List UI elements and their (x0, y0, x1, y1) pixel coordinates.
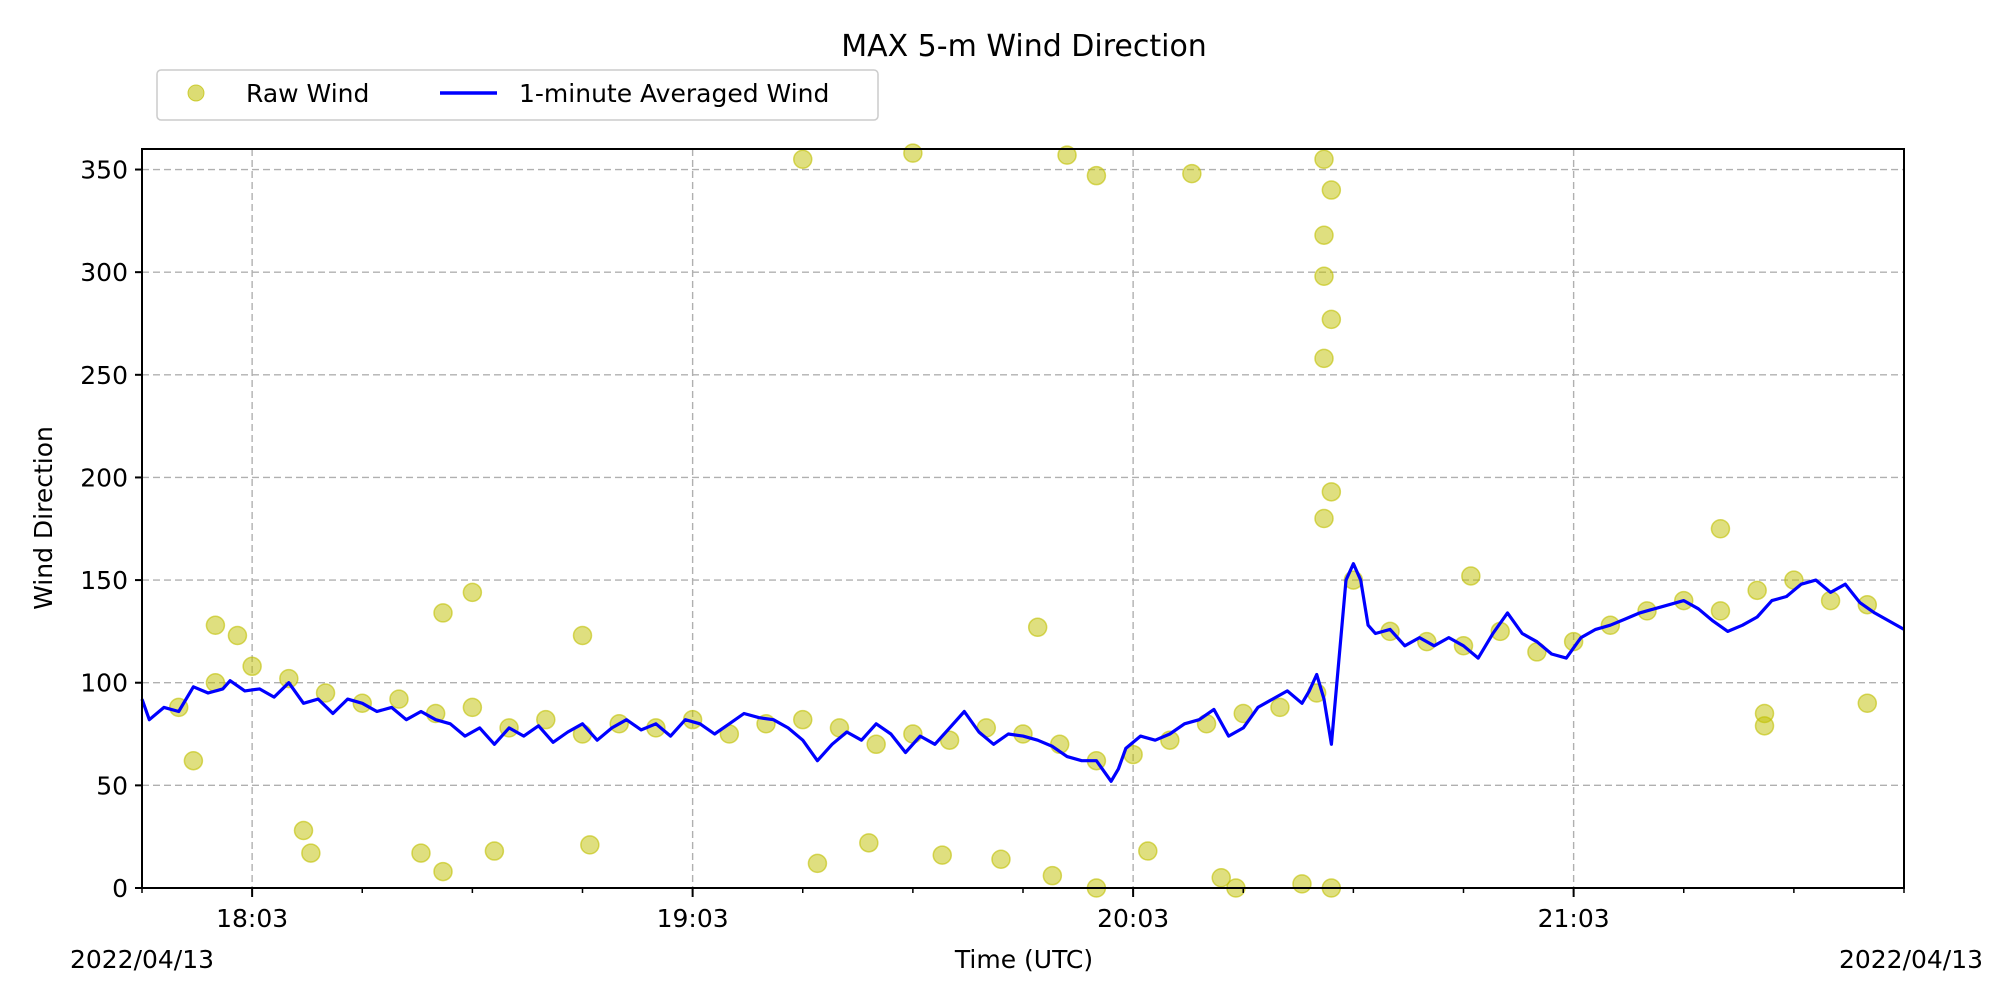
legend-raw-wind-marker (187, 84, 205, 102)
raw-wind-point (1086, 165, 1107, 186)
raw-wind-point (1292, 874, 1312, 894)
raw-wind-point (991, 849, 1011, 870)
raw-wind-point (1314, 508, 1334, 529)
averaged-wind-line (140, 562, 1905, 783)
raw-wind-point (807, 853, 828, 874)
raw-wind-point (793, 149, 813, 170)
raw-wind-point (580, 835, 600, 855)
raw-wind-point (1057, 145, 1077, 165)
y-axis-ticks: 0 50 100 150 200 250 300 350 (80, 156, 142, 903)
y-tick-label: 300 (80, 258, 128, 287)
raw-wind-point (1321, 180, 1342, 200)
raw-wind-points (168, 143, 1878, 898)
raw-wind-point (1747, 580, 1767, 601)
raw-wind-point (1754, 703, 1775, 724)
raw-wind-point (1270, 697, 1290, 718)
raw-wind-point (932, 845, 952, 865)
raw-wind-point (1321, 309, 1342, 330)
raw-wind-point (433, 603, 453, 623)
raw-wind-point (859, 833, 879, 853)
raw-wind-point (205, 615, 226, 635)
raw-wind-point (293, 820, 314, 841)
y-tick-label: 100 (80, 669, 128, 698)
raw-wind-point (1182, 163, 1202, 184)
raw-wind-point (1042, 865, 1063, 886)
raw-wind-point (1027, 617, 1048, 638)
plot-frame (141, 148, 1905, 889)
raw-wind-point (315, 683, 336, 703)
raw-wind-point (389, 689, 409, 709)
raw-wind-point (536, 709, 556, 730)
raw-wind-point (301, 843, 321, 863)
y-tick-label: 350 (80, 156, 128, 185)
raw-wind-point (1710, 519, 1731, 539)
raw-wind-point (183, 750, 204, 771)
legend-raw-wind-label: Raw Wind (246, 79, 369, 108)
raw-wind-point (572, 625, 593, 646)
y-tick-label: 50 (96, 771, 128, 800)
raw-wind-point (866, 734, 886, 755)
y-tick-label: 200 (80, 463, 128, 492)
raw-wind-point (903, 724, 923, 744)
x-axis-label: Time (UTC) (954, 945, 1093, 974)
x-tick-label: 19:03 (657, 904, 729, 933)
raw-wind-point (793, 709, 813, 730)
raw-wind-point (433, 861, 453, 882)
raw-wind-point (1857, 693, 1878, 713)
raw-wind-point (1314, 225, 1334, 245)
raw-wind-point (411, 843, 431, 863)
raw-wind-point (462, 582, 483, 603)
x-tick-label: 21:03 (1538, 904, 1610, 933)
y-tick-label: 150 (80, 566, 128, 595)
gridlines (142, 149, 1904, 888)
raw-wind-point (279, 668, 299, 689)
legend-box (156, 69, 879, 121)
raw-wind-point (1461, 566, 1481, 586)
x-tick-label: 20:03 (1097, 904, 1169, 933)
chart-title: MAX 5-m Wind Direction (841, 29, 1207, 64)
raw-wind-point (1321, 482, 1342, 502)
raw-wind-point (242, 656, 262, 677)
legend-avg-wind-label: 1-minute Averaged Wind (519, 79, 829, 108)
y-tick-label: 250 (80, 361, 128, 390)
raw-wind-point (1314, 149, 1334, 170)
raw-wind-point (1563, 631, 1584, 652)
raw-wind-point (227, 625, 248, 646)
y-axis-label: Wind Direction (29, 426, 58, 610)
x-tick-label: 18:03 (216, 904, 288, 933)
y-tick-label: 0 (112, 874, 128, 903)
raw-wind-point (1211, 867, 1231, 888)
raw-wind-point (1820, 590, 1841, 611)
raw-wind-point (1314, 348, 1334, 369)
raw-wind-point (484, 841, 505, 861)
raw-wind-point (1314, 266, 1334, 287)
x-axis-edge-label-left: 2022/04/13 (70, 945, 214, 974)
x-axis-ticks: 18:03 19:03 20:03 21:03 (141, 888, 1905, 933)
raw-wind-point (1710, 601, 1731, 621)
raw-wind-point (903, 143, 923, 163)
legend: Raw Wind 1-minute Averaged Wind (156, 69, 879, 121)
raw-wind-point (1138, 841, 1158, 861)
raw-wind-point (462, 697, 483, 718)
x-axis-edge-label-right: 2022/04/13 (1839, 945, 1983, 974)
